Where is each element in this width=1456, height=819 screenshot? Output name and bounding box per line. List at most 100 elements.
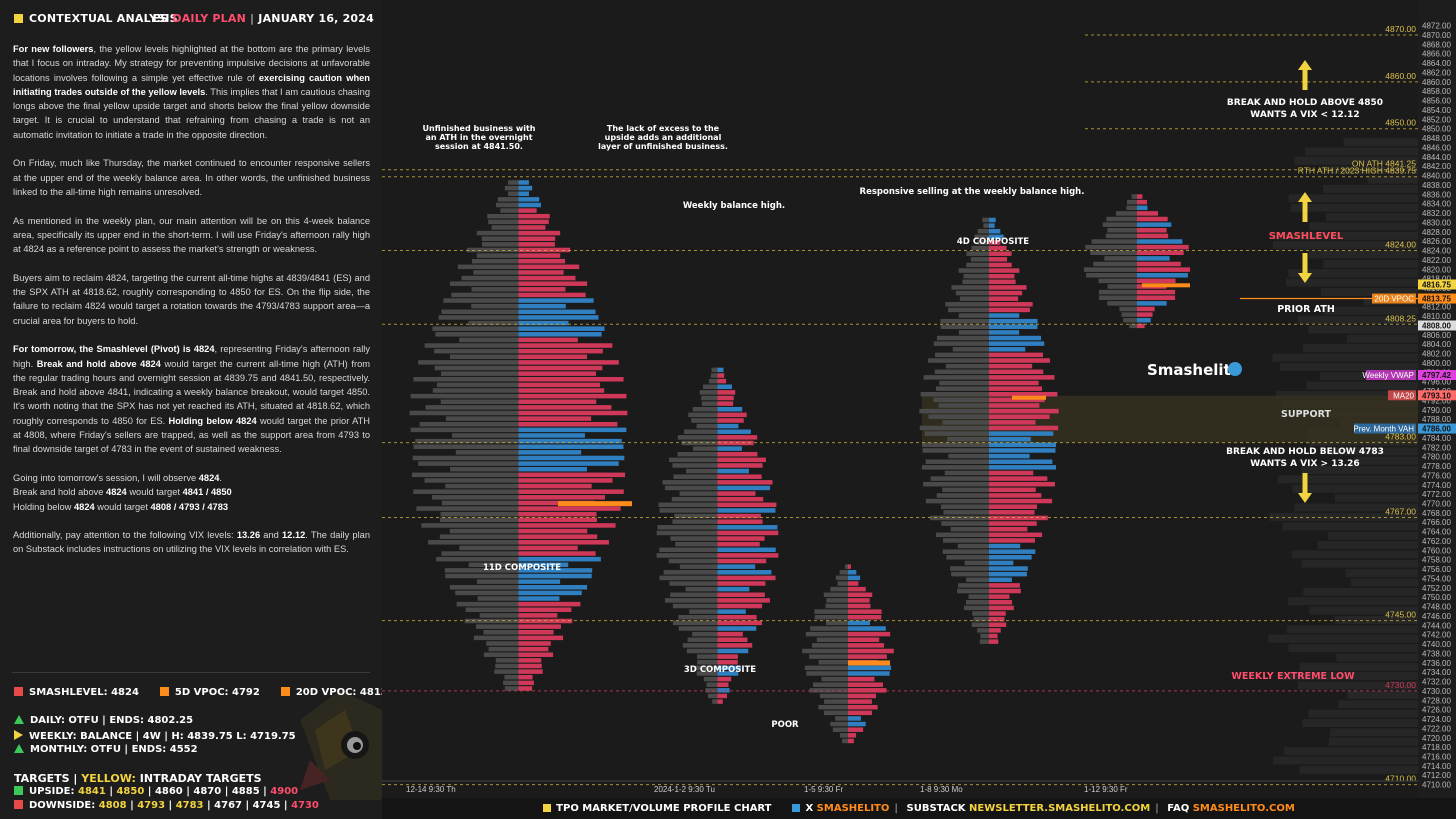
tpo-letters — [921, 442, 989, 448]
profile-bar — [518, 455, 625, 461]
tpo-letters — [1102, 222, 1137, 227]
tpo-letters — [494, 669, 519, 674]
price-tags: 4816.75 4813.75 4808.00 4797.42 4793.10 4786.… — [1353, 279, 1456, 434]
axis-tick-label: 4810.00 — [1422, 312, 1451, 321]
profile-bar — [518, 483, 592, 489]
tpo-letters — [974, 234, 989, 240]
profile-bar — [848, 626, 886, 631]
profile-bar — [848, 693, 876, 699]
profile-bar — [518, 573, 592, 579]
tpo-letters — [419, 421, 519, 427]
volume-bar — [1294, 503, 1418, 512]
tpo-letters — [935, 532, 989, 538]
tpo-letters — [1107, 284, 1137, 289]
profile-bar — [1137, 199, 1148, 205]
tpo-letters — [449, 585, 519, 590]
profile-bar — [717, 592, 765, 598]
tpo-letters — [920, 391, 989, 397]
vpoc-bar — [1012, 395, 1046, 400]
profile-bar — [717, 530, 779, 536]
tpo-letters — [662, 480, 718, 485]
footer-site-link[interactable]: SMASHELITO.COM — [1192, 803, 1295, 814]
tpo-letters — [948, 307, 989, 313]
tpo-letters — [805, 631, 848, 637]
profile-bar — [989, 566, 1028, 571]
footer-x-handle[interactable]: SMASHELITO — [816, 803, 890, 814]
tpo-letters — [477, 596, 519, 601]
profile-bar — [518, 354, 588, 360]
tpo-letters — [471, 287, 519, 292]
tpo-letters — [455, 450, 519, 455]
indicator-tag — [1354, 423, 1416, 434]
profile-bar — [848, 648, 894, 654]
vpoc20-square-icon — [280, 687, 290, 696]
profile-bar — [1137, 312, 1153, 317]
daily-row: DAILY: OTFU | ENDS: 4802.25 — [14, 715, 193, 726]
tpo-letters — [673, 474, 718, 479]
volume-bar — [1288, 644, 1418, 653]
axis-tick-label: 4806.00 — [1422, 331, 1451, 340]
profile-bar — [717, 412, 747, 418]
volume-bar — [1345, 569, 1418, 578]
profile-bar — [518, 405, 612, 410]
profile-bar — [717, 558, 767, 564]
profile-bar — [518, 472, 626, 478]
tpo-letters — [508, 180, 519, 185]
profile-bar — [989, 245, 1007, 251]
tpo-letters — [416, 506, 519, 511]
profile-bar — [717, 699, 723, 704]
profile-bar — [848, 637, 880, 642]
volume-bar — [1305, 147, 1418, 156]
axis-tick-label: 4868.00 — [1422, 40, 1451, 49]
tpo-letters — [826, 620, 848, 626]
profile-bar — [1137, 295, 1176, 300]
profile-bar — [989, 279, 1016, 285]
profile-bar — [518, 208, 537, 213]
volume-bar — [1291, 550, 1418, 559]
tpo-letters — [940, 324, 989, 330]
profile-bar — [989, 375, 1055, 380]
annotation-prior-ath: PRIOR ATH — [1277, 304, 1335, 315]
axis-tick-label: 4824.00 — [1422, 247, 1451, 256]
tpo-letters — [809, 654, 848, 659]
tpo-letters — [957, 543, 989, 549]
profile-bar — [989, 397, 1045, 403]
footer-newsletter-link[interactable]: NEWSLETTER.SMASHELITO.COM — [969, 803, 1151, 814]
tpo-letters — [432, 495, 519, 500]
tpo-letters — [452, 433, 519, 438]
axis-tick-label: 4752.00 — [1422, 584, 1451, 593]
axis-tick-label: 4722.00 — [1422, 724, 1451, 733]
tpo-letters — [942, 420, 989, 425]
tpo-letters — [692, 631, 718, 637]
profile-bar — [848, 654, 887, 659]
profile-bar — [518, 523, 616, 528]
tpo-letters — [940, 318, 989, 324]
profile-bar — [518, 607, 572, 613]
profile-bar — [848, 727, 864, 732]
level-label: 4710.00 — [1385, 774, 1416, 784]
axis-tick-label: 4830.00 — [1422, 218, 1451, 227]
tpo-letters — [457, 264, 519, 270]
tpo-letters — [504, 185, 519, 191]
profile-bar — [518, 444, 624, 449]
axis-tick-label: 4732.00 — [1422, 678, 1451, 687]
downside-target-last: 4730 — [291, 800, 319, 811]
volume-bar — [1367, 175, 1418, 184]
volume-bar — [1308, 250, 1418, 259]
header-square-icon — [14, 14, 23, 23]
tpo-letters — [1121, 312, 1137, 317]
tpo-letters — [1090, 250, 1137, 256]
level-label: 4824.00 — [1385, 240, 1416, 250]
tpo-letters — [449, 528, 519, 534]
tpo-letters — [483, 629, 519, 635]
tpo-letters — [1085, 244, 1137, 250]
volume-bar — [1323, 259, 1418, 268]
tpo-letters — [814, 609, 848, 614]
price-tag — [1418, 423, 1456, 434]
axis-tick-label: 4758.00 — [1422, 556, 1451, 565]
profile-bar — [518, 590, 582, 596]
panel-header: CONTEXTUAL ANALYSIS ES DAILY PLAN | JANU… — [14, 12, 374, 28]
tpo-letters — [440, 399, 519, 404]
profile-bar — [1137, 222, 1172, 227]
